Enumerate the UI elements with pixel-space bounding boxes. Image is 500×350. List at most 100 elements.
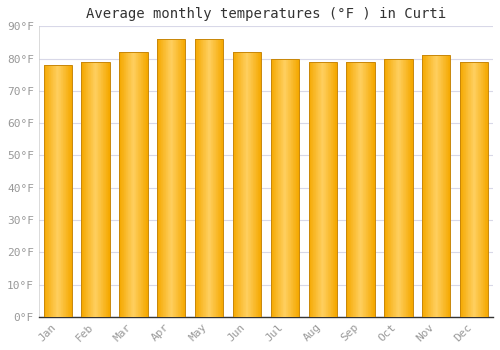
- Bar: [249, 52, 250, 317]
- Bar: [53, 65, 54, 317]
- Bar: [169, 39, 170, 317]
- Bar: [444, 55, 445, 317]
- Bar: [349, 62, 350, 317]
- Bar: [123, 52, 124, 317]
- Bar: [408, 58, 409, 317]
- Bar: [215, 39, 216, 317]
- Bar: [84, 62, 85, 317]
- Bar: [142, 52, 144, 317]
- Bar: [221, 39, 222, 317]
- Bar: [256, 52, 257, 317]
- Bar: [204, 39, 205, 317]
- Bar: [252, 52, 254, 317]
- Bar: [325, 62, 326, 317]
- Bar: [197, 39, 198, 317]
- Bar: [427, 55, 428, 317]
- Bar: [434, 55, 435, 317]
- Bar: [294, 58, 295, 317]
- Bar: [406, 58, 407, 317]
- Bar: [360, 62, 362, 317]
- Bar: [145, 52, 146, 317]
- Bar: [320, 62, 322, 317]
- Bar: [162, 39, 163, 317]
- Bar: [407, 58, 408, 317]
- Bar: [234, 52, 235, 317]
- Bar: [405, 58, 406, 317]
- Bar: [65, 65, 66, 317]
- Bar: [467, 62, 468, 317]
- Bar: [57, 65, 58, 317]
- Bar: [139, 52, 140, 317]
- Bar: [328, 62, 329, 317]
- Bar: [68, 65, 69, 317]
- Bar: [273, 58, 274, 317]
- Bar: [330, 62, 331, 317]
- Bar: [460, 62, 462, 317]
- Bar: [147, 52, 148, 317]
- Bar: [166, 39, 167, 317]
- Bar: [449, 55, 450, 317]
- Bar: [125, 52, 126, 317]
- Bar: [195, 39, 196, 317]
- Bar: [438, 55, 439, 317]
- Bar: [259, 52, 260, 317]
- Bar: [89, 62, 90, 317]
- Bar: [439, 55, 440, 317]
- Bar: [236, 52, 237, 317]
- Bar: [44, 65, 72, 317]
- Bar: [400, 58, 402, 317]
- Bar: [233, 52, 234, 317]
- Bar: [397, 58, 398, 317]
- Bar: [180, 39, 181, 317]
- Bar: [386, 58, 387, 317]
- Bar: [170, 39, 172, 317]
- Bar: [355, 62, 356, 317]
- Bar: [270, 58, 272, 317]
- Bar: [287, 58, 288, 317]
- Bar: [90, 62, 92, 317]
- Bar: [429, 55, 430, 317]
- Bar: [86, 62, 87, 317]
- Bar: [233, 52, 261, 317]
- Bar: [82, 62, 83, 317]
- Bar: [160, 39, 162, 317]
- Bar: [481, 62, 482, 317]
- Bar: [122, 52, 123, 317]
- Bar: [239, 52, 240, 317]
- Bar: [423, 55, 424, 317]
- Bar: [167, 39, 168, 317]
- Bar: [289, 58, 290, 317]
- Bar: [425, 55, 426, 317]
- Bar: [222, 39, 224, 317]
- Bar: [446, 55, 447, 317]
- Bar: [250, 52, 252, 317]
- Bar: [352, 62, 353, 317]
- Bar: [410, 58, 411, 317]
- Bar: [387, 58, 388, 317]
- Bar: [482, 62, 484, 317]
- Bar: [313, 62, 314, 317]
- Bar: [366, 62, 367, 317]
- Bar: [295, 58, 296, 317]
- Bar: [319, 62, 320, 317]
- Bar: [257, 52, 258, 317]
- Bar: [440, 55, 441, 317]
- Bar: [474, 62, 475, 317]
- Bar: [212, 39, 214, 317]
- Bar: [208, 39, 209, 317]
- Bar: [56, 65, 57, 317]
- Bar: [315, 62, 316, 317]
- Bar: [399, 58, 400, 317]
- Bar: [49, 65, 50, 317]
- Bar: [277, 58, 278, 317]
- Bar: [217, 39, 218, 317]
- Bar: [312, 62, 313, 317]
- Bar: [71, 65, 72, 317]
- Bar: [308, 62, 337, 317]
- Bar: [460, 62, 488, 317]
- Bar: [388, 58, 389, 317]
- Bar: [82, 62, 110, 317]
- Bar: [422, 55, 450, 317]
- Bar: [179, 39, 180, 317]
- Bar: [359, 62, 360, 317]
